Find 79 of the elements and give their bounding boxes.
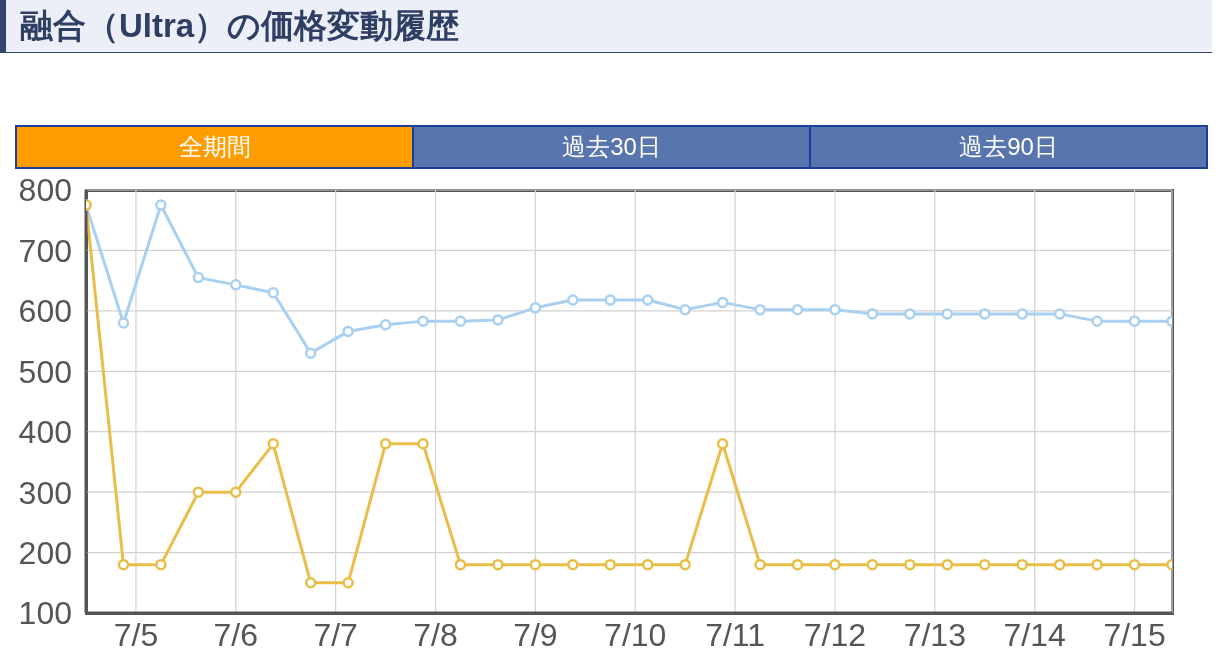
point <box>716 438 729 450</box>
point <box>829 558 841 571</box>
point <box>979 308 991 320</box>
point <box>454 315 467 327</box>
chart-title: 融合（Ultra）の価格変動履歴 <box>20 5 460 46</box>
x-tick-label: 7/11 <box>705 616 766 653</box>
x-tick-label: 7/13 <box>903 616 966 653</box>
x-tick-label: 7/10 <box>604 616 667 653</box>
point <box>230 486 242 498</box>
point <box>492 558 504 571</box>
point <box>866 308 879 320</box>
text: 全期間 <box>15 125 414 169</box>
y-tick-label: 700 <box>18 232 72 269</box>
y-tick-label: 800 <box>18 172 72 209</box>
y-tick-label: 500 <box>18 353 72 390</box>
point <box>679 303 691 316</box>
point <box>117 317 130 329</box>
point <box>192 486 205 498</box>
point <box>1128 315 1141 327</box>
x-tick-label: 7/8 <box>413 616 458 653</box>
point <box>1091 315 1103 327</box>
point <box>155 558 167 571</box>
y-tick-label: 100 <box>18 595 72 632</box>
point <box>567 294 579 306</box>
text: 過去90日 <box>809 125 1208 169</box>
point <box>304 347 317 359</box>
point <box>679 558 691 571</box>
point <box>641 294 654 306</box>
point <box>529 302 542 314</box>
point <box>155 199 167 211</box>
y-tick-label: 300 <box>18 474 72 511</box>
x-tick-label: 7/5 <box>113 616 159 653</box>
x-tick-label: 7/15 <box>1103 616 1166 653</box>
point <box>1091 558 1103 571</box>
point <box>941 558 954 571</box>
point <box>904 308 916 320</box>
point <box>529 558 542 571</box>
x-tick-label: 7/12 <box>803 616 867 653</box>
point <box>1053 308 1066 320</box>
point <box>304 577 317 589</box>
point <box>791 558 804 571</box>
x-tick-label: 7/14 <box>1003 616 1066 653</box>
point <box>417 315 429 327</box>
point <box>866 558 879 571</box>
point <box>941 308 954 320</box>
x-tick-label: 7/6 <box>213 616 259 653</box>
point <box>567 558 579 571</box>
point <box>754 303 766 316</box>
point <box>492 314 504 326</box>
y-tick-label: 400 <box>18 414 72 451</box>
point <box>417 438 429 450</box>
point <box>791 303 804 316</box>
point <box>604 558 617 571</box>
point <box>754 558 766 571</box>
x-tick-label: 7/7 <box>313 616 358 653</box>
point <box>1016 558 1028 571</box>
point <box>267 286 279 299</box>
y-tick-label: 200 <box>18 534 72 571</box>
point <box>117 558 130 571</box>
point <box>904 558 916 571</box>
text: 過去30日 <box>412 125 811 169</box>
point <box>604 294 617 306</box>
point <box>829 303 841 316</box>
point <box>1128 558 1141 571</box>
point <box>1053 558 1066 571</box>
point <box>342 577 354 589</box>
point <box>192 271 205 284</box>
point <box>641 558 654 571</box>
point <box>979 558 991 571</box>
point <box>454 558 467 571</box>
y-tick-label: 600 <box>18 293 72 330</box>
point <box>342 325 354 338</box>
point <box>267 438 279 450</box>
x-tick-label: 7/9 <box>513 616 558 653</box>
point <box>379 438 392 450</box>
point <box>379 319 392 331</box>
point <box>1016 308 1028 320</box>
point <box>716 296 729 309</box>
point <box>230 279 242 291</box>
